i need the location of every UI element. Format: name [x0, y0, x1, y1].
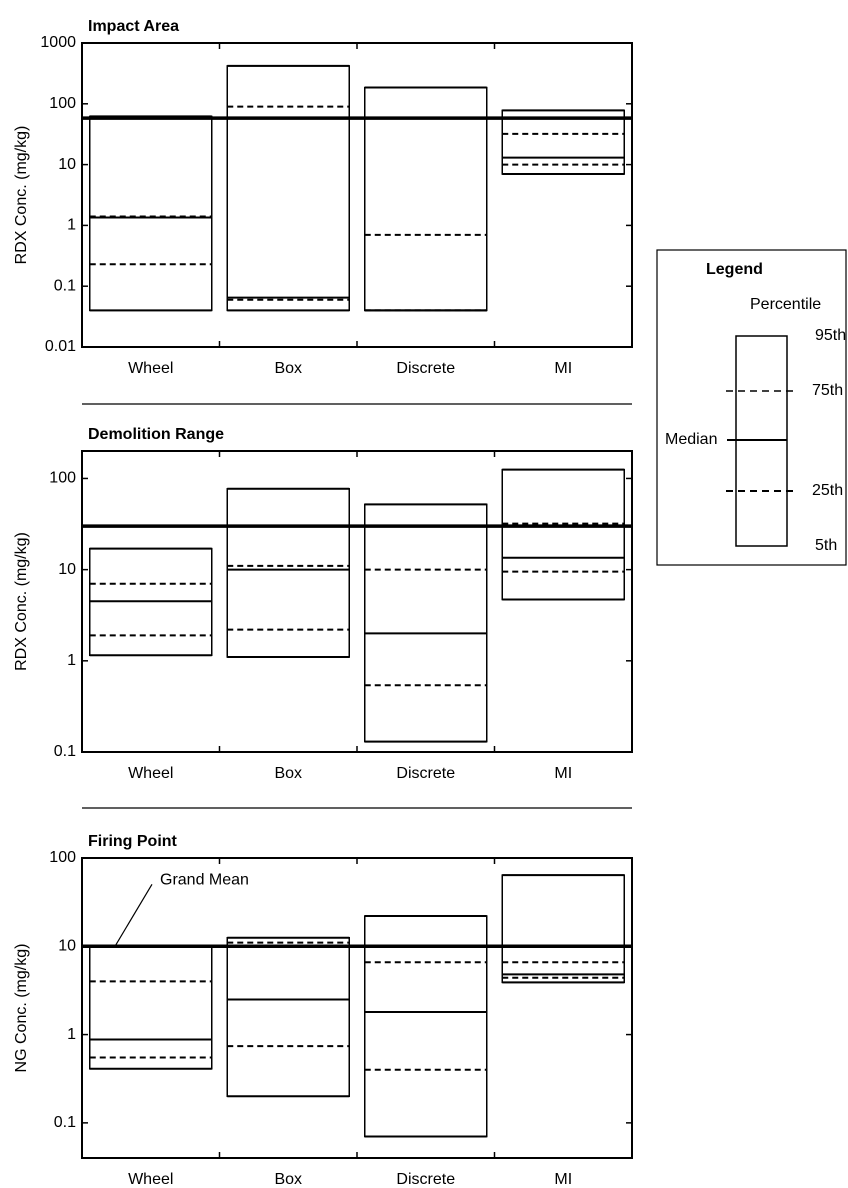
box-range	[89, 115, 213, 312]
y-tick-label: 0.1	[54, 277, 76, 294]
x-tick-label: Wheel	[128, 765, 173, 782]
y-tick-label: 100	[49, 95, 76, 112]
y-axis-label: NG Conc. (mg/kg)	[13, 944, 30, 1073]
annotation: Grand Mean	[160, 872, 249, 889]
x-tick-label: Discrete	[396, 765, 455, 782]
y-tick-label: 0.1	[54, 1114, 76, 1131]
box-range	[226, 488, 350, 658]
legend-label: 75th	[812, 382, 843, 399]
x-tick-label: Wheel	[128, 360, 173, 377]
panel-title: Demolition Range	[88, 426, 224, 443]
x-tick-label: Wheel	[128, 1171, 173, 1188]
plot-frame	[81, 42, 633, 348]
panel: Demolition Range RDX Conc. (mg/kg) 0.1 1 10 1…	[13, 426, 633, 782]
legend-subtitle: Percentile	[750, 296, 821, 313]
legend-label: 5th	[815, 537, 837, 554]
x-tick-label: Discrete	[396, 1171, 455, 1188]
y-tick-label: 1000	[40, 34, 76, 51]
y-tick-label: 0.01	[45, 338, 76, 355]
x-tick-label: Box	[274, 360, 302, 377]
y-axis-label: RDX Conc. (mg/kg)	[13, 126, 30, 265]
y-tick-label: 1	[67, 652, 76, 669]
y-tick-label: 10	[58, 156, 76, 173]
box-range	[226, 65, 350, 312]
panel-title: Firing Point	[88, 833, 178, 850]
panel: Firing Point NG Conc. (mg/kg) 0.1 1 10 100 Whe…	[13, 833, 633, 1188]
box-range	[364, 915, 488, 1138]
y-tick-label: 100	[49, 470, 76, 487]
x-tick-label: Box	[274, 765, 302, 782]
legend-title: Legend	[706, 261, 763, 278]
x-tick-label: MI	[554, 360, 572, 377]
box-range	[364, 86, 488, 312]
x-tick-label: MI	[554, 1171, 572, 1188]
box-range	[501, 468, 625, 601]
box-range	[89, 945, 213, 1070]
x-tick-label: Discrete	[396, 360, 455, 377]
y-tick-label: 1	[67, 217, 76, 234]
panel-title: Impact Area	[88, 18, 179, 35]
y-tick-label: 0.1	[54, 743, 76, 760]
legend-label: 25th	[812, 482, 843, 499]
y-axis-label: RDX Conc. (mg/kg)	[13, 532, 30, 671]
y-tick-label: 100	[49, 849, 76, 866]
legend: Legend Percentile 95th 75th Median 25th …	[656, 249, 847, 566]
legend-label: Median	[665, 431, 717, 448]
y-tick-label: 10	[58, 938, 76, 955]
plot-frame	[81, 857, 633, 1159]
box-range	[226, 936, 350, 1098]
box-range	[364, 503, 488, 743]
panel: Impact Area RDX Conc. (mg/kg) 0.01 0.1 1 10 10…	[13, 18, 633, 377]
legend-label: 95th	[815, 327, 846, 344]
x-tick-label: MI	[554, 765, 572, 782]
y-tick-label: 1	[67, 1026, 76, 1043]
x-tick-label: Box	[274, 1171, 302, 1188]
legend-frame	[656, 249, 847, 566]
y-tick-label: 10	[58, 561, 76, 578]
box-range	[501, 874, 625, 984]
annotation-leader	[114, 883, 153, 947]
